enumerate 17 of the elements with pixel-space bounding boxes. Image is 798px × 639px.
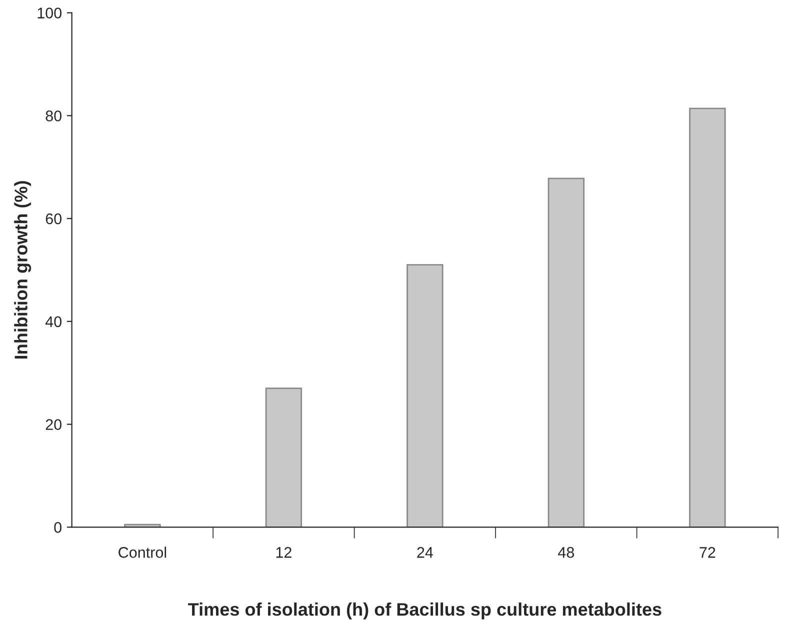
x-tick-label: 12 bbox=[276, 547, 292, 558]
y-tick-label: 20 bbox=[46, 419, 62, 430]
x-tick-label: 72 bbox=[700, 547, 716, 558]
bar bbox=[689, 108, 726, 528]
y-tick-label: 60 bbox=[46, 213, 62, 224]
bar bbox=[265, 388, 302, 528]
x-tick-label: 48 bbox=[558, 547, 574, 558]
x-tick-label: 24 bbox=[417, 547, 433, 558]
bar bbox=[548, 178, 585, 528]
bar bbox=[406, 264, 444, 528]
x-axis-title: Times of isolation (h) of Bacillus sp culture metabolites bbox=[188, 602, 662, 620]
y-axis-title: Inhibition growth (%) bbox=[14, 181, 32, 359]
y-tick-label: 40 bbox=[45, 316, 62, 328]
x-tick-label: Control bbox=[118, 546, 166, 558]
y-tick-label: 100 bbox=[38, 8, 62, 18]
y-tick-label: 80 bbox=[46, 110, 62, 122]
y-tick-label: 0 bbox=[54, 522, 62, 533]
